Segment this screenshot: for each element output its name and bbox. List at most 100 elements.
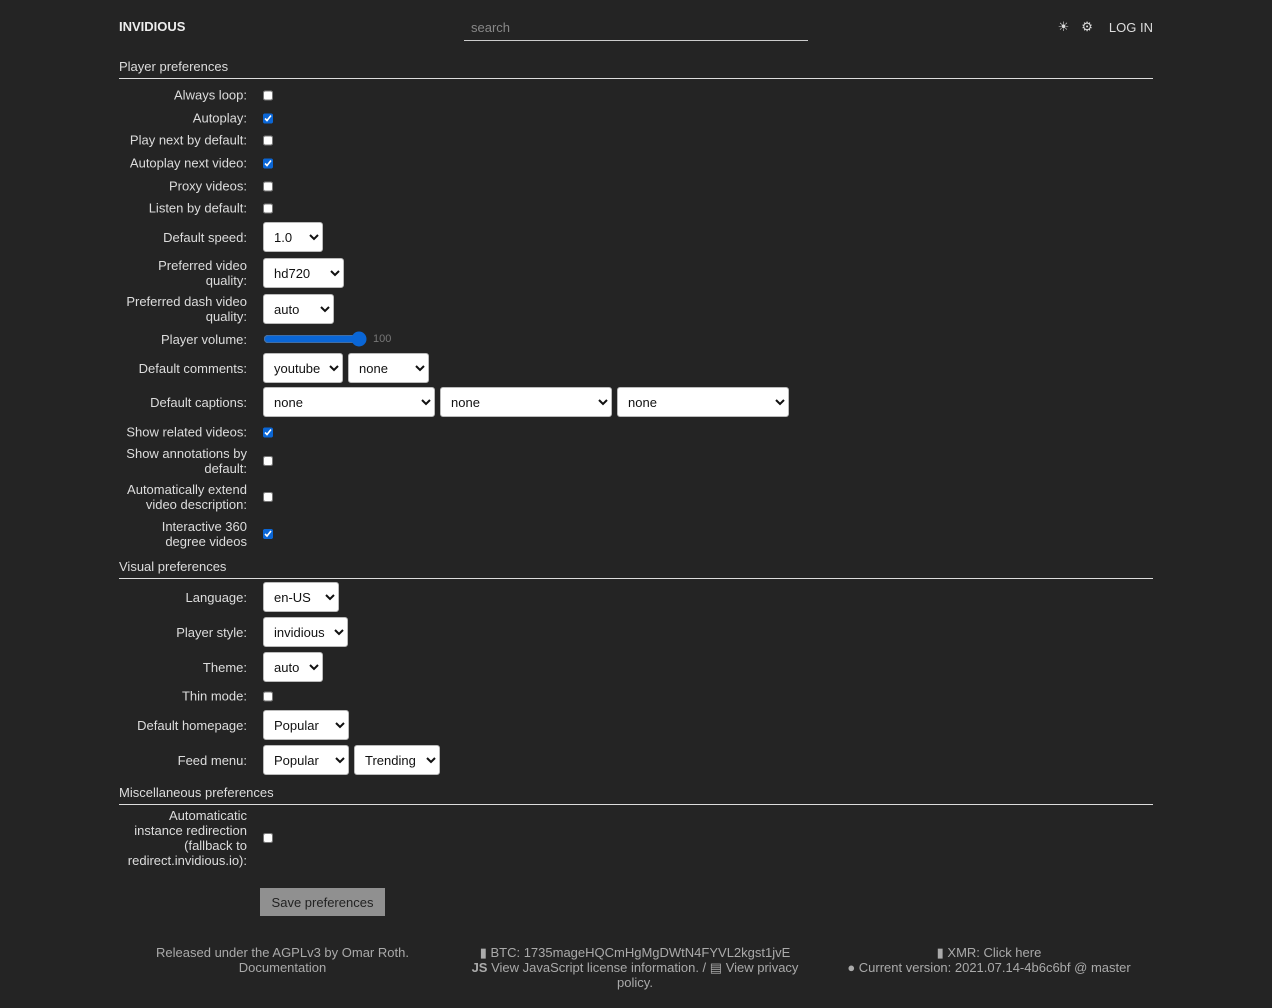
volume-value: 100 [373, 333, 392, 345]
footer-center: ▮ BTC: 1735mageHQCmHgMgDWtN4FYVL2kgst1jv… [470, 945, 800, 990]
homepage-select[interactable]: Popular [263, 710, 349, 740]
feed-select-2[interactable]: Trending [354, 745, 440, 775]
label: Listen by default: [148, 200, 247, 216]
row-quality: Preferred video quality: hd720 [119, 258, 349, 288]
logo[interactable]: INVIDIOUS [119, 19, 186, 34]
row-listen: Listen by default: [119, 201, 273, 216]
js-icon: JS [471, 960, 492, 975]
row-related: Show related videos: [119, 425, 273, 440]
comments-select-2[interactable]: none [348, 353, 429, 383]
row-annotations: Show annotations by default: [119, 446, 273, 476]
row-play-next: Play next by default: [119, 133, 273, 148]
player-style-select[interactable]: invidious [263, 617, 348, 647]
btc-address: BTC: 1735mageHQCmHgMgDWtN4FYVL2kgst1jvE [490, 945, 791, 960]
quality-select[interactable]: hd720 [263, 258, 344, 288]
listen-checkbox[interactable] [263, 203, 273, 213]
row-speed: Default speed: 1.0 [119, 222, 328, 252]
label: Autoplay next video: [129, 155, 247, 171]
row-comments: Default comments: youtube none [119, 353, 434, 383]
row-language: Language: en-US [119, 582, 344, 612]
footer-left: Released under the AGPLv3 by Omar Roth. … [150, 945, 415, 975]
proxy-checkbox[interactable] [263, 181, 273, 191]
search-input[interactable] [464, 14, 808, 41]
comments-select-1[interactable]: youtube [263, 353, 343, 383]
row-extend: Automatically extend video description: [119, 482, 273, 512]
vr-checkbox[interactable] [263, 529, 273, 539]
xmr-link[interactable]: XMR: Click here [947, 945, 1042, 960]
section-player: Player preferences [119, 59, 1153, 79]
label: Default speed: [163, 229, 247, 245]
play-next-checkbox[interactable] [263, 135, 273, 145]
login-link[interactable]: LOG IN [1108, 19, 1153, 35]
sun-icon[interactable]: ☀ [1057, 19, 1070, 34]
row-thin: Thin mode: [119, 689, 273, 704]
related-checkbox[interactable] [263, 427, 273, 437]
privacy-link[interactable]: View privacy policy. [617, 960, 799, 990]
thin-mode-checkbox[interactable] [263, 691, 273, 701]
label: Preferred video quality: [158, 258, 247, 288]
label: Language: [185, 589, 247, 605]
always-loop-checkbox[interactable] [263, 90, 273, 100]
top-nav: ☀ ⚙ LOG IN [1058, 19, 1153, 35]
row-volume: Player volume: 100 [119, 331, 391, 347]
language-select[interactable]: en-US [263, 582, 339, 612]
label: Player style: [176, 624, 247, 640]
row-feed: Feed menu: Popular Trending [119, 745, 445, 775]
section-misc: Miscellaneous preferences [119, 785, 1153, 805]
gear-icon[interactable]: ⚙ [1081, 19, 1093, 34]
row-homepage: Default homepage: Popular [119, 710, 354, 740]
autoplay-checkbox[interactable] [263, 113, 273, 123]
label: Thin mode: [181, 688, 247, 704]
label: Default captions: [150, 394, 247, 410]
captions-select-3[interactable]: none [617, 387, 789, 417]
label: Show annotations by default: [126, 446, 247, 476]
row-always-loop: Always loop: [119, 88, 273, 103]
label: Theme: [202, 659, 247, 675]
label: Automaticatic instance redirection (fall… [127, 808, 247, 868]
label: Play next by default: [129, 132, 247, 148]
captions-select-1[interactable]: none [263, 387, 435, 417]
feed-select-1[interactable]: Popular [263, 745, 349, 775]
row-autoplay-next: Autoplay next video: [119, 156, 273, 171]
row-dash: Preferred dash video quality: auto [119, 294, 339, 324]
label: Interactive 360 degree videos [161, 519, 247, 549]
captions-select-2[interactable]: none [440, 387, 612, 417]
footer-right: ▮ XMR: Click here ● Current version: 202… [830, 945, 1148, 975]
redirect-checkbox[interactable] [263, 833, 273, 843]
js-license-link[interactable]: View JavaScript license information. [491, 960, 699, 975]
document-icon: ▤ [709, 960, 726, 975]
speed-select[interactable]: 1.0 [263, 222, 323, 252]
label: Default homepage: [137, 717, 247, 733]
dash-quality-select[interactable]: auto [263, 294, 334, 324]
label: Always loop: [174, 87, 247, 103]
wallet-icon: ▮ [936, 945, 948, 960]
github-icon: ● [847, 960, 859, 975]
documentation-link[interactable]: Documentation [238, 960, 327, 975]
row-redirect: Automaticatic instance redirection (fall… [119, 808, 273, 868]
row-captions: Default captions: none none none [119, 387, 794, 417]
save-button[interactable]: Save preferences [260, 888, 385, 916]
label: Player volume: [161, 331, 247, 347]
label: Proxy videos: [168, 178, 247, 194]
label: Show related videos: [126, 424, 247, 440]
row-theme: Theme: auto [119, 652, 328, 682]
extend-description-checkbox[interactable] [263, 492, 273, 502]
label: Preferred dash video quality: [126, 294, 247, 324]
section-visual: Visual preferences [119, 559, 1153, 579]
separator: / [698, 960, 710, 975]
version-text[interactable]: Current version: 2021.07.14-4b6c6bf @ ma… [858, 960, 1131, 975]
label: Default comments: [138, 360, 247, 376]
wallet-icon: ▮ [479, 945, 491, 960]
annotations-checkbox[interactable] [263, 456, 273, 466]
license-text[interactable]: Released under the AGPLv3 by Omar Roth. [156, 945, 409, 960]
label: Autoplay: [192, 110, 247, 126]
theme-select[interactable]: auto [263, 652, 323, 682]
row-360: Interactive 360 degree videos [119, 519, 273, 549]
label: Automatically extend video description: [127, 482, 247, 512]
volume-slider[interactable] [263, 331, 367, 347]
autoplay-next-checkbox[interactable] [263, 158, 273, 168]
row-player-style: Player style: invidious [119, 617, 353, 647]
row-autoplay: Autoplay: [119, 111, 273, 126]
label: Feed menu: [177, 752, 247, 768]
